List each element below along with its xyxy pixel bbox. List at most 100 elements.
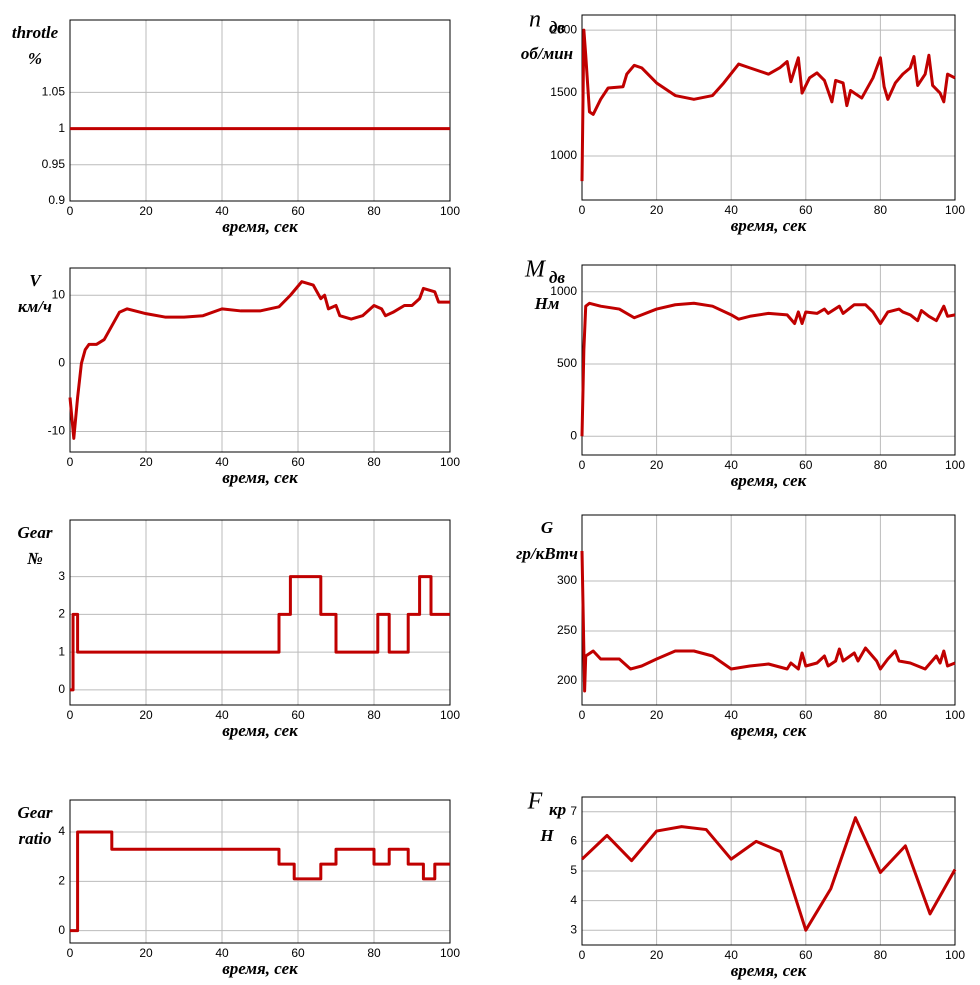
y-tick-label: 0.95 — [42, 157, 66, 171]
y-tick-label: 3 — [570, 922, 577, 936]
x-label: время, сек — [731, 216, 807, 235]
data-line — [70, 575, 450, 692]
x-tick-label: 0 — [579, 948, 586, 962]
y-label-sub: кр — [549, 800, 566, 819]
x-tick-label: 60 — [799, 203, 813, 217]
x-tick-label: 60 — [799, 458, 813, 472]
x-tick-label: 20 — [650, 948, 664, 962]
x-tick-label: 40 — [725, 708, 739, 722]
data-line — [70, 830, 450, 933]
y-unit: Н — [539, 826, 554, 845]
x-tick-label: 20 — [139, 708, 153, 722]
x-tick-label: 20 — [650, 708, 664, 722]
x-tick-label: 100 — [440, 946, 460, 960]
y-tick-label: 0.9 — [48, 193, 65, 207]
y-tick-label: 2 — [58, 607, 65, 621]
x-tick-label: 40 — [725, 458, 739, 472]
x-tick-label: 80 — [367, 946, 381, 960]
y-tick-label: 3 — [58, 569, 65, 583]
y-label: F — [527, 789, 543, 815]
x-tick-label: 40 — [725, 203, 739, 217]
x-tick-label: 20 — [650, 458, 664, 472]
y-tick-label: 1 — [58, 121, 65, 135]
plot-area — [70, 800, 450, 943]
y-tick-label: 1500 — [550, 85, 577, 99]
x-tick-label: 80 — [367, 204, 381, 218]
x-tick-label: 20 — [650, 203, 664, 217]
x-tick-label: 100 — [945, 708, 965, 722]
x-tick-label: 60 — [799, 948, 813, 962]
y-label: throtle — [12, 23, 59, 42]
x-tick-label: 20 — [139, 455, 153, 469]
x-tick-label: 80 — [874, 948, 888, 962]
plot-frame — [69, 799, 451, 944]
x-tick-label: 100 — [440, 708, 460, 722]
plot-frame — [581, 264, 956, 456]
x-tick-label: 80 — [367, 455, 381, 469]
plot-area — [70, 520, 450, 705]
x-tick-label: 60 — [291, 455, 305, 469]
y-label: V — [29, 271, 42, 290]
y-unit: об/мин — [521, 44, 573, 63]
x-tick-label: 40 — [215, 946, 229, 960]
y-tick-label: 1.05 — [42, 85, 66, 99]
data-line — [580, 28, 956, 182]
x-tick-label: 0 — [67, 946, 74, 960]
x-tick-label: 80 — [367, 708, 381, 722]
x-tick-label: 40 — [215, 455, 229, 469]
data-line — [580, 301, 956, 437]
y-tick-label: 10 — [52, 287, 66, 301]
y-tick-label: 7 — [570, 804, 577, 818]
x-tick-label: 0 — [67, 204, 74, 218]
y-tick-label: 500 — [557, 356, 577, 370]
x-tick-label: 100 — [440, 204, 460, 218]
x-tick-label: 40 — [215, 708, 229, 722]
y-tick-label: 250 — [557, 623, 577, 637]
plot-area — [582, 15, 955, 200]
x-tick-label: 60 — [799, 708, 813, 722]
x-label: время, сек — [222, 959, 298, 978]
y-unit: км/ч — [18, 297, 52, 316]
x-tick-label: 60 — [291, 946, 305, 960]
y-tick-label: 1000 — [550, 284, 577, 298]
y-label: G — [541, 518, 554, 537]
plot-frame — [69, 519, 451, 706]
plot-frame — [69, 267, 451, 453]
y-tick-label: 4 — [58, 824, 65, 838]
plot-frame — [69, 19, 451, 202]
y-label: n — [529, 7, 541, 33]
x-label: время, сек — [222, 721, 298, 740]
x-tick-label: 80 — [874, 203, 888, 217]
y-unit: ratio — [18, 829, 51, 848]
y-tick-label: 0 — [58, 356, 65, 370]
data-line — [580, 816, 957, 932]
y-label: Gear — [18, 803, 53, 822]
x-tick-label: 100 — [945, 458, 965, 472]
y-tick-label: 0 — [570, 428, 577, 442]
y-label-sub: дв — [549, 268, 565, 287]
y-tick-label: 200 — [557, 673, 577, 687]
x-label: время, сек — [731, 721, 807, 740]
x-tick-label: 20 — [139, 946, 153, 960]
x-tick-label: 40 — [215, 204, 229, 218]
y-unit: Нм — [534, 294, 560, 313]
y-label: Gear — [18, 523, 53, 542]
y-tick-label: -10 — [48, 424, 66, 438]
y-label: M — [524, 257, 547, 283]
y-unit: гр/кВтч — [516, 544, 578, 563]
x-tick-label: 0 — [579, 203, 586, 217]
x-tick-label: 0 — [579, 708, 586, 722]
y-tick-label: 1000 — [550, 148, 577, 162]
x-label: время, сек — [222, 217, 298, 236]
y-unit: № — [26, 549, 43, 568]
data-line — [68, 280, 450, 440]
x-label: время, сек — [222, 468, 298, 487]
plot-area — [582, 265, 955, 455]
x-tick-label: 100 — [440, 455, 460, 469]
x-label: время, сек — [731, 961, 807, 980]
x-label: время, сек — [731, 471, 807, 490]
x-tick-label: 80 — [874, 458, 888, 472]
y-tick-label: 4 — [570, 893, 577, 907]
y-tick-label: 5 — [570, 863, 577, 877]
